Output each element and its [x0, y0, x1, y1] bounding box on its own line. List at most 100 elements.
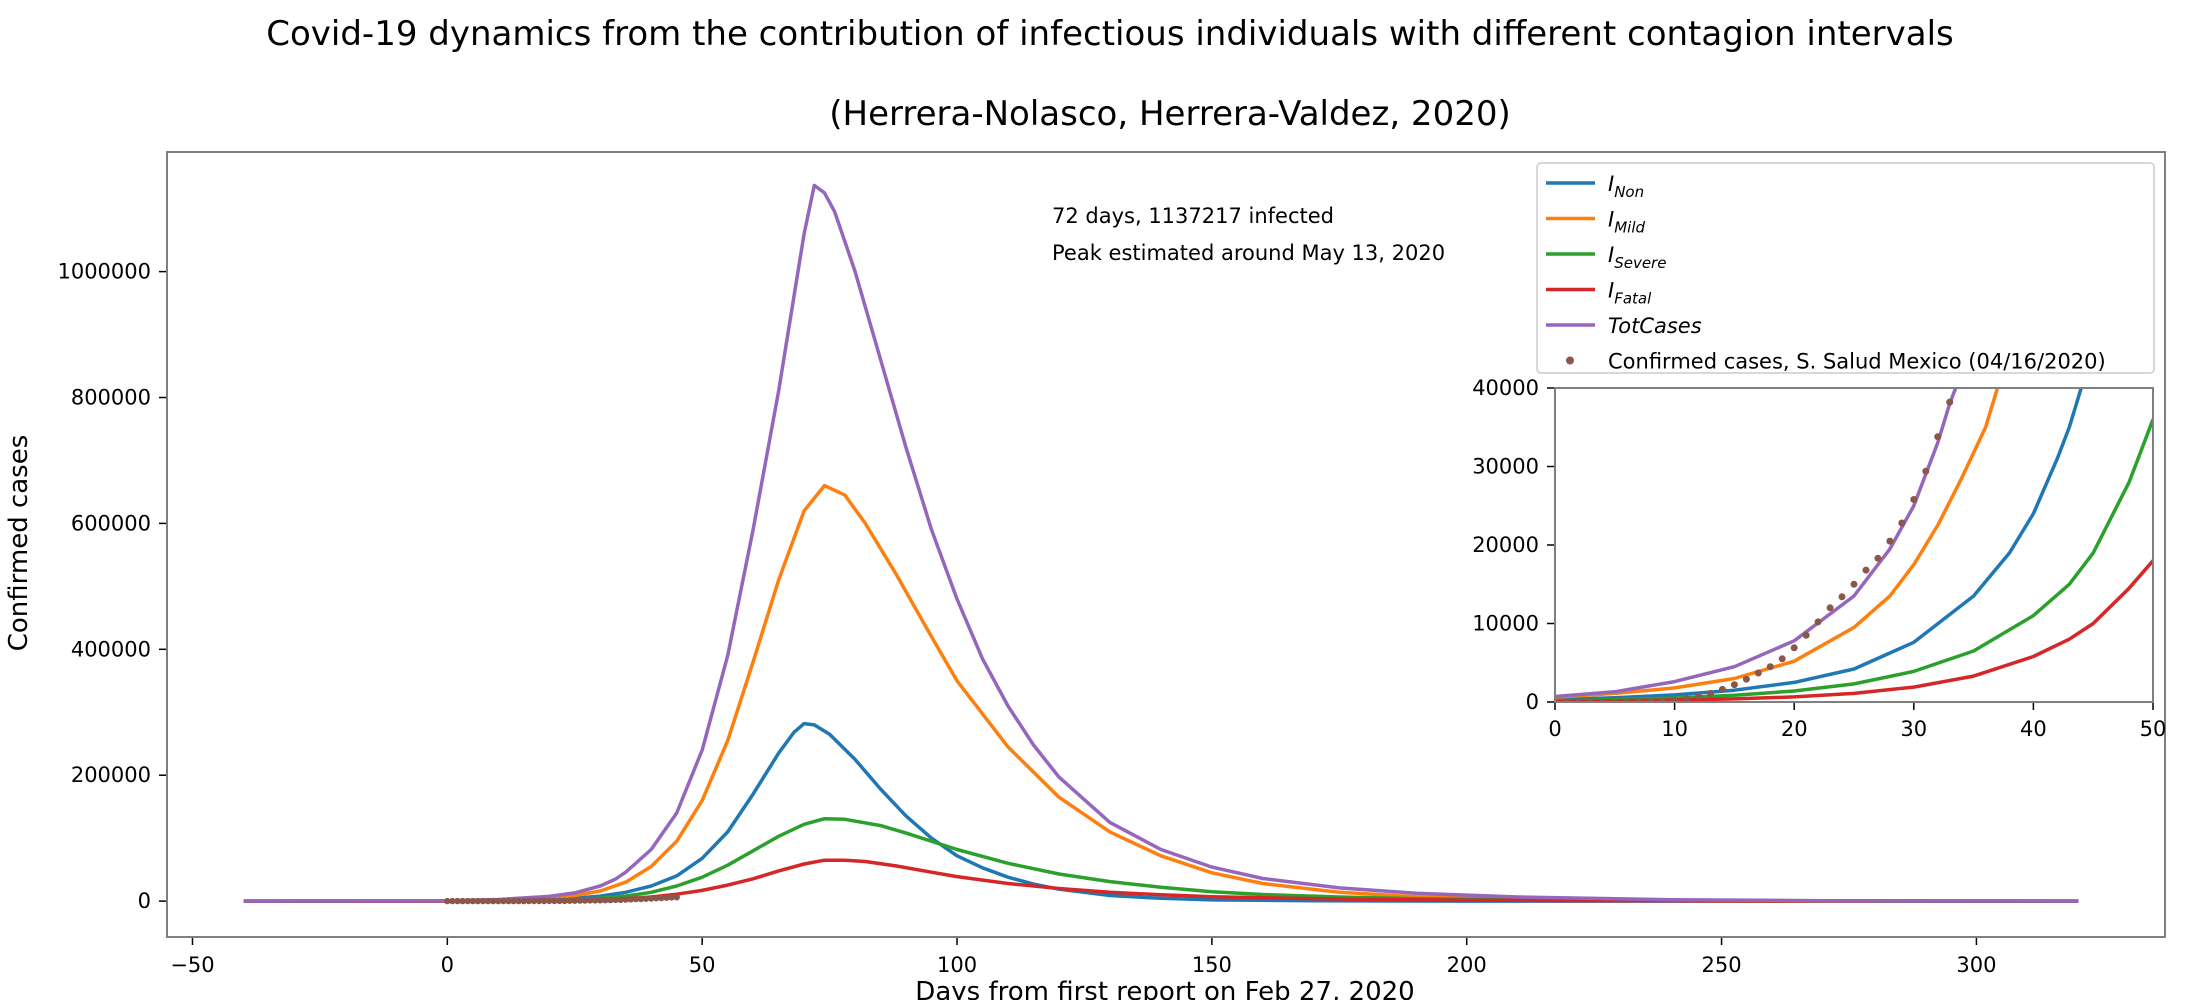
confirmed-case-point	[571, 897, 578, 904]
y-tick-label: 0	[138, 889, 151, 913]
chart-subtitle: (Herrera-Nolasco, Herrera-Valdez, 2020)	[829, 94, 1510, 134]
confirmed-case-point	[607, 896, 614, 904]
confirmed-case-point	[556, 897, 563, 905]
annotation-peak-days: 72 days, 1137217 infected	[1052, 204, 1334, 228]
y-tick-label: 800000	[71, 386, 151, 410]
legend-label: TotCases	[1608, 314, 1702, 338]
confirmed-case-point	[566, 897, 573, 904]
confirmed-case-point	[551, 897, 558, 905]
y-tick-label: 200000	[71, 763, 151, 787]
inset-confirmed-case-point	[1742, 675, 1750, 683]
confirmed-case-point	[668, 894, 675, 901]
y-tick-label: 1000000	[57, 260, 151, 284]
inset-plot: 0 10 20 30 40 50 0 10000 20000 30000 40000	[1472, 376, 2166, 741]
x-tick-label: 50	[689, 953, 716, 977]
series-line-i-non	[243, 721, 2079, 903]
confirmed-case-point	[602, 897, 609, 904]
confirmed-case-point	[663, 894, 670, 901]
series-line-totcases	[243, 183, 2079, 903]
inset-confirmed-case-point	[1886, 537, 1894, 545]
inset-confirmed-case-point	[1874, 554, 1882, 562]
confirmed-case-point	[658, 894, 665, 902]
inset-confirmed-case-point	[1814, 618, 1822, 626]
legend-label: Confirmed cases, S. Salud Mexico (04/16/…	[1608, 350, 2106, 374]
confirmed-case-point	[561, 897, 568, 904]
inset-confirmed-case-point	[1802, 631, 1810, 639]
x-tick-label: 100	[937, 953, 977, 977]
inset-confirmed-case-point	[1898, 519, 1906, 527]
inset-frame	[1554, 387, 2154, 703]
x-tick-label: 300	[1956, 953, 1996, 977]
confirmed-case-point	[469, 897, 476, 905]
inset-confirmed-case-point	[1707, 689, 1714, 697]
x-tick-label: 200	[1447, 953, 1487, 977]
confirmed-case-point	[597, 897, 604, 904]
inset-confirmed-case-point	[1826, 604, 1834, 612]
inset-confirmed-case-point	[1778, 655, 1786, 663]
legend-box	[1536, 162, 2155, 374]
confirmed-case-point	[515, 897, 522, 905]
confirmed-case-point	[484, 897, 492, 905]
main-plot-frame	[166, 151, 2166, 938]
inset-confirmed-case-point	[1730, 681, 1738, 689]
inset-y-tick-label: 0	[1526, 690, 1539, 714]
x-tick-label: 150	[1192, 953, 1232, 977]
confirmed-case-point	[591, 897, 599, 904]
confirmed-case-point	[637, 895, 645, 903]
inset-confirmed-case-point	[1790, 644, 1798, 652]
confirmed-case-point	[530, 897, 538, 905]
confirmed-case-point	[500, 897, 507, 905]
x-tick-label: 250	[1702, 953, 1742, 977]
inset-confirmed-case-point	[1850, 580, 1858, 588]
inset-confirmed-case-point	[1766, 663, 1774, 671]
inset-confirmed-case-point	[1683, 695, 1691, 702]
inset-x-tick-label: 20	[1781, 717, 1808, 741]
inset-confirmed-case-point	[1718, 685, 1726, 693]
inset-series-line-totcases	[1555, 388, 1958, 699]
confirmed-case-point	[479, 897, 487, 905]
inset-x-tick-label: 10	[1661, 717, 1688, 741]
confirmed-case-point	[520, 897, 527, 905]
confirmed-case-point	[464, 897, 471, 905]
main-plot: −50 0 50 100 150 200 250 3000200000400000600000…	[57, 151, 2166, 977]
series-line-i-severe	[243, 816, 2079, 903]
confirmed-case-point	[495, 897, 502, 905]
inset-confirmed-case-point	[1671, 696, 1679, 702]
inset-confirmed-case-point	[1946, 398, 1954, 406]
inset-confirmed-case-point	[1922, 467, 1930, 475]
y-tick-label: 400000	[71, 637, 151, 661]
inset-confirmed-case-point	[1754, 669, 1762, 677]
confirmed-case-point	[648, 895, 655, 902]
x-tick-label: 0	[441, 953, 454, 977]
legend-label: ISevere	[1608, 243, 1666, 272]
x-axis-label: Days from first report on Feb 27, 2020	[915, 977, 1414, 1000]
legend-label: IMild	[1608, 208, 1645, 237]
legend-label: INon	[1608, 172, 1644, 201]
confirmed-case-point	[576, 897, 584, 904]
confirmed-case-point	[546, 897, 553, 905]
confirmed-case-point	[581, 897, 589, 904]
confirmed-case-point	[449, 897, 456, 905]
confirmed-case-point	[505, 897, 512, 905]
inset-confirmed-case-point	[1695, 693, 1702, 700]
series-line-i-fatal	[243, 858, 2079, 903]
inset-x-tick-label: 30	[1900, 717, 1927, 741]
inset-y-tick-label: 40000	[1472, 376, 1539, 400]
confirmed-case-point	[612, 896, 619, 904]
inset-confirmed-case-point	[1910, 496, 1918, 503]
inset-y-tick-label: 30000	[1472, 455, 1539, 479]
confirmed-case-point	[535, 897, 543, 905]
chart-title: Covid-19 dynamics from the contribution …	[266, 14, 1954, 54]
confirmed-case-point	[490, 897, 497, 905]
confirmed-case-point	[525, 897, 533, 905]
inset-confirmed-case-point	[1862, 566, 1870, 574]
confirmed-case-point	[642, 895, 650, 902]
inset-x-tick-label: 0	[1548, 717, 1561, 741]
confirmed-case-point	[510, 897, 517, 905]
inset-x-tick-label: 40	[2020, 717, 2047, 741]
confirmed-case-point	[632, 895, 640, 903]
inset-y-tick-label: 20000	[1472, 533, 1539, 557]
x-tick-label: −50	[170, 953, 214, 977]
inset-series-line-i-non	[1555, 388, 2083, 702]
